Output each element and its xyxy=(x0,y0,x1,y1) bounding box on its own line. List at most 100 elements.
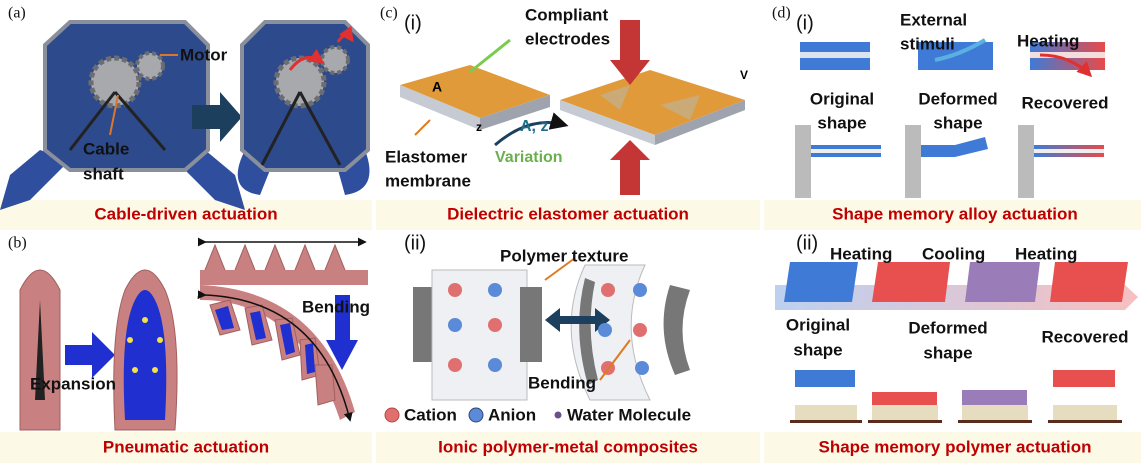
panel-d-shape-shape xyxy=(958,420,1032,423)
panel-c-shape xyxy=(545,308,610,332)
panel-label: (ii) xyxy=(796,232,818,254)
label: Bending xyxy=(302,297,370,316)
ions-shape xyxy=(448,318,462,332)
ions-shape xyxy=(448,283,462,297)
panel-d-shape xyxy=(921,137,988,157)
panel-b: (b) Expansion Bending Pneumatic actuatio… xyxy=(8,235,370,457)
panel-b-shape xyxy=(326,295,358,370)
caption: Shape memory alloy actuation xyxy=(832,204,1078,223)
panel-c-shape xyxy=(554,411,562,419)
label: A xyxy=(432,79,442,95)
panel-c-shape xyxy=(520,287,542,362)
panel-d-shape xyxy=(1030,52,1105,58)
gripper-closed-shape xyxy=(336,25,354,43)
panel-d-shape-shape xyxy=(1048,420,1122,423)
panel-b-shape-shape xyxy=(152,367,158,373)
gripper-open-shape xyxy=(135,51,165,81)
panel-d-shape xyxy=(965,262,1040,302)
ions-shape xyxy=(448,358,462,372)
panel-d-shape xyxy=(1039,53,1093,78)
label: shape xyxy=(933,113,982,132)
panel-c-shape xyxy=(599,339,631,381)
panel-d-shape xyxy=(1053,370,1115,387)
label: A, z xyxy=(520,118,548,135)
label: Heating xyxy=(830,244,892,263)
panel-b-shape-shape xyxy=(127,337,133,343)
label: shape xyxy=(923,343,972,362)
panel-c-shape xyxy=(663,285,690,375)
panel-d-shape xyxy=(1034,149,1104,153)
panel-d-shape-shape xyxy=(868,420,942,423)
panel-d-shape-shape xyxy=(905,125,921,198)
label: Recovered xyxy=(1042,327,1129,346)
panel-d-shape xyxy=(962,390,1027,406)
label: Motor xyxy=(180,45,228,64)
caption: Pneumatic actuation xyxy=(103,437,269,456)
panel-d-shape xyxy=(800,52,870,58)
gripper-open xyxy=(0,20,245,210)
panel-d-shape xyxy=(934,38,987,62)
label: membrane xyxy=(385,171,471,190)
label: Bending xyxy=(528,373,596,392)
panel-label: (b) xyxy=(8,235,27,252)
label: shape xyxy=(817,113,866,132)
label: Cable xyxy=(83,139,129,158)
gripper-closed-shape xyxy=(338,150,370,195)
ions-shape xyxy=(635,361,649,375)
panel-d-shape-shape xyxy=(795,405,857,420)
panel-d-shape xyxy=(1050,262,1128,302)
caption-bands-shape xyxy=(764,200,1141,230)
panel-c-shape xyxy=(400,85,480,130)
panel-c-shape xyxy=(469,38,511,74)
ions xyxy=(448,283,649,375)
panel-label: (d) xyxy=(772,5,791,22)
panel-b-shape-shape xyxy=(142,317,148,323)
panel-b-shape xyxy=(65,332,115,378)
label: Cation xyxy=(404,405,457,424)
panel-d-shape xyxy=(872,262,950,302)
caption: Cable-driven actuation xyxy=(94,204,277,223)
panel-c: (c) (i) Compliant electrodes A V z A, z … xyxy=(380,5,748,457)
panel-label: (i) xyxy=(404,12,422,34)
panel-c-shape xyxy=(494,112,569,147)
panel-d-shape xyxy=(775,285,1138,310)
label: Cooling xyxy=(922,244,985,263)
label: electrodes xyxy=(525,29,610,48)
gripper-closed-shape xyxy=(320,45,350,75)
panel-c-shape xyxy=(560,100,655,145)
label: Original xyxy=(786,315,850,334)
panel-b-shape xyxy=(200,270,368,285)
ions-shape xyxy=(633,283,647,297)
panel-b-shape-shape xyxy=(157,337,163,343)
panel-d-shape xyxy=(872,392,937,408)
ions-shape xyxy=(633,323,647,337)
label: Deformed xyxy=(918,89,997,108)
gripper-closed-shape xyxy=(273,55,327,109)
panel-d: (d) (i) External stimuli Heating Origina… xyxy=(772,5,1138,456)
panel-b-shape xyxy=(127,317,163,373)
panel-c-shape xyxy=(600,85,700,120)
panel-b-shape-shape xyxy=(132,367,138,373)
ions-shape xyxy=(488,283,502,297)
ions-shape xyxy=(488,358,502,372)
gripper-closed xyxy=(237,20,370,195)
label: Deformed xyxy=(908,318,987,337)
panel-b-shape xyxy=(35,300,45,400)
caption: Ionic polymer-metal composites xyxy=(438,437,698,456)
label: Elastomer xyxy=(385,147,468,166)
panel-c-shape xyxy=(384,407,400,423)
ions-shape xyxy=(598,323,612,337)
panel-label: (i) xyxy=(796,12,814,34)
gripper-open-shape xyxy=(113,91,167,151)
panel-c-shape xyxy=(414,119,431,136)
label: Expansion xyxy=(30,374,116,393)
caption-bands-shape xyxy=(376,432,760,463)
label: Recovered xyxy=(1022,93,1109,112)
gripper-open-shape xyxy=(68,91,117,151)
panel-c-shape xyxy=(480,95,550,130)
panel-d-shape xyxy=(790,420,1122,423)
panel-b-shape xyxy=(123,290,167,420)
gripper-closed-shape xyxy=(237,150,270,195)
caption-bands xyxy=(0,200,1141,463)
